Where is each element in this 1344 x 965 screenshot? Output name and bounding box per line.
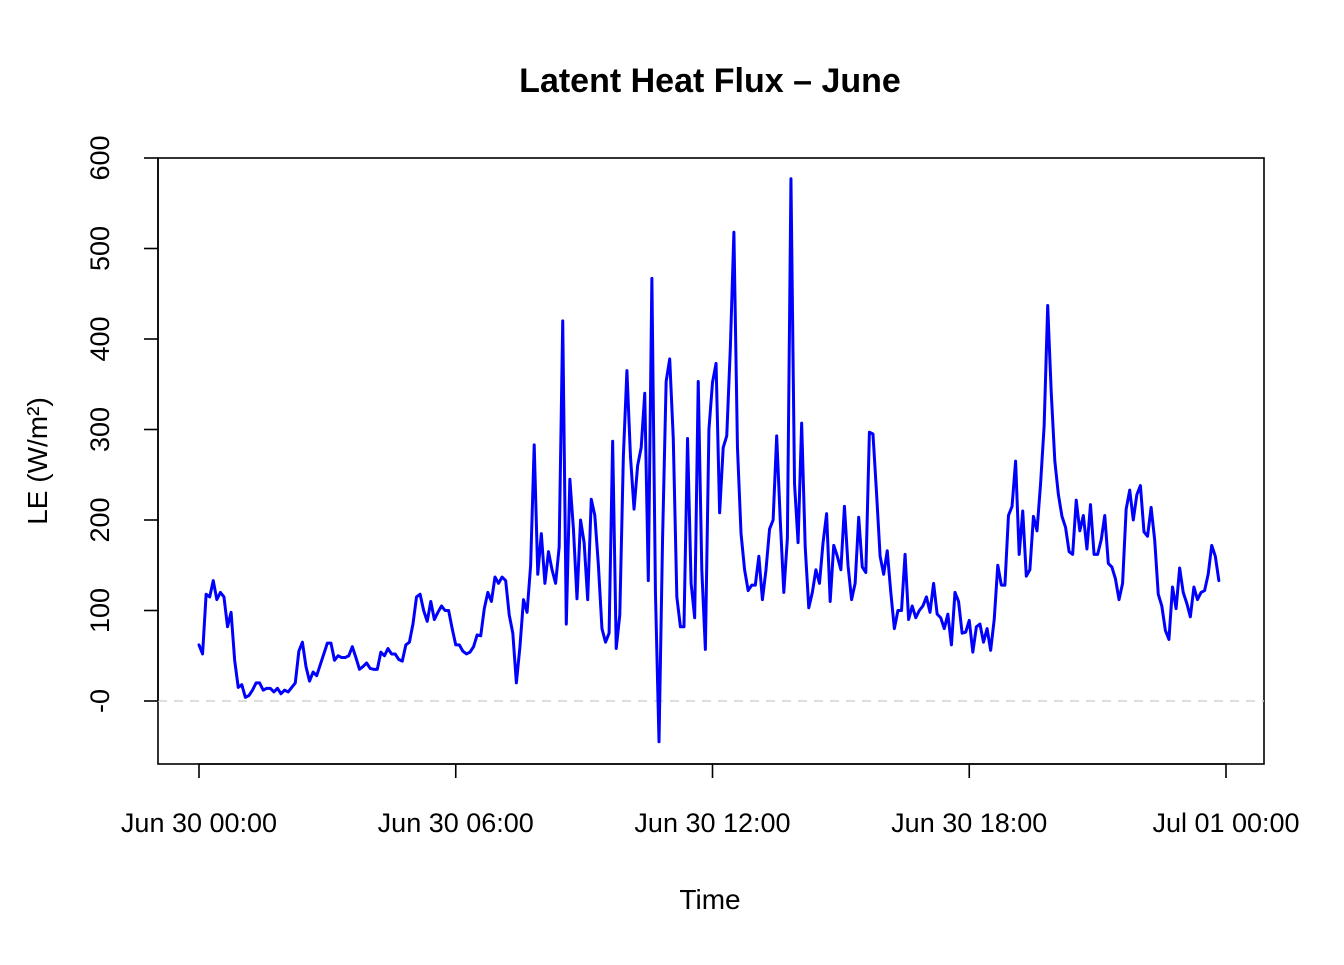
x-axis: Jun 30 00:00 Jun 30 06:00 Jun 30 12:00 Jun … [121,763,1300,838]
x-tick-label: Jul 01 00:00 [1152,808,1299,838]
y-tick-label: 600 [85,135,115,180]
y-axis: -0 100 200 300 400 500 600 [85,135,159,713]
y-tick-label: 100 [85,588,115,633]
x-tick-label: Jun 30 00:00 [121,808,277,838]
plot-frame [157,157,1265,765]
y-tick-label: 400 [85,316,115,361]
y-tick-label: 200 [85,497,115,542]
x-tick-label: Jun 30 06:00 [378,808,534,838]
y-tick-label: 500 [85,226,115,271]
series-line-0 [197,177,1221,744]
y-axis-label: LE (W/m²) [22,397,53,525]
y-tick-label: -0 [85,689,115,713]
x-axis-label: Time [679,884,740,915]
chart-title: Latent Heat Flux – June [519,62,901,100]
x-tick-label: Jun 30 12:00 [634,808,790,838]
x-tick-label: Jun 30 18:00 [891,808,1047,838]
series-layer [197,177,1221,744]
y-tick-label: 300 [85,407,115,452]
